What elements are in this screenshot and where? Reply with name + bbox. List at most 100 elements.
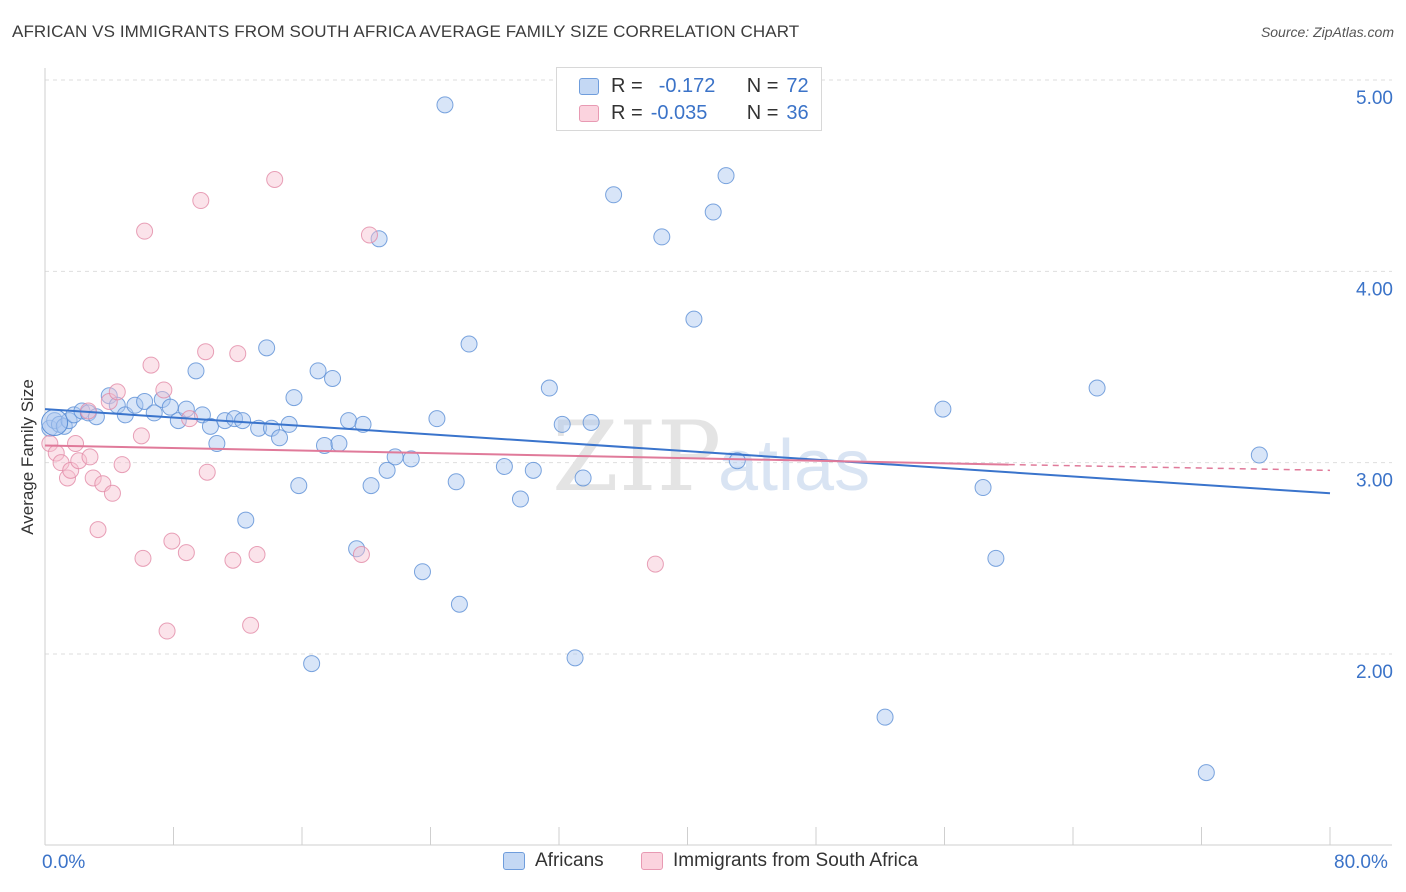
legend-r-value: -0.172 bbox=[658, 74, 716, 97]
point-africans bbox=[136, 392, 154, 410]
point-africans bbox=[208, 435, 226, 453]
point-africans bbox=[566, 649, 584, 667]
point-africans bbox=[653, 228, 671, 246]
point-africans bbox=[974, 479, 992, 497]
point-africans bbox=[303, 655, 321, 673]
point-africans bbox=[436, 96, 454, 114]
legend-swatch-blue bbox=[579, 77, 599, 95]
point-south-africa bbox=[142, 356, 160, 374]
point-africans bbox=[237, 511, 255, 529]
point-africans bbox=[704, 203, 722, 221]
point-africans bbox=[460, 335, 478, 353]
point-africans bbox=[290, 477, 308, 495]
point-south-africa bbox=[89, 521, 107, 539]
point-africans bbox=[187, 362, 205, 380]
point-africans bbox=[413, 563, 431, 581]
point-south-africa bbox=[108, 383, 126, 401]
point-africans bbox=[728, 452, 746, 470]
point-africans bbox=[234, 412, 252, 430]
trendline-south-africa bbox=[44, 444, 1009, 466]
point-south-africa bbox=[192, 192, 210, 210]
point-south-africa bbox=[136, 222, 154, 240]
bottom-legend-label: Immigrants from South Africa bbox=[673, 850, 918, 871]
point-south-africa bbox=[132, 427, 150, 445]
legend-row-africans: R = -0.172 N = 72 bbox=[557, 72, 809, 100]
trendline-africans bbox=[44, 408, 1331, 495]
bottom-legend-swatch-pink bbox=[641, 852, 663, 870]
point-south-africa bbox=[41, 435, 59, 453]
point-africans bbox=[362, 477, 380, 495]
x-axis-min-label: 0.0% bbox=[42, 852, 86, 873]
point-south-africa bbox=[224, 551, 242, 569]
point-south-africa bbox=[198, 463, 216, 481]
point-africans bbox=[540, 379, 558, 397]
point-africans bbox=[553, 415, 571, 433]
point-africans bbox=[717, 167, 735, 185]
point-africans bbox=[605, 186, 623, 204]
point-africans bbox=[876, 708, 894, 726]
point-south-africa bbox=[113, 456, 131, 474]
point-south-africa bbox=[229, 345, 247, 363]
point-africans bbox=[354, 415, 372, 433]
point-africans bbox=[1250, 446, 1268, 464]
y-tick-label: 5.00 bbox=[1356, 88, 1393, 109]
point-africans bbox=[934, 400, 952, 418]
legend-r-label: R = bbox=[611, 101, 643, 124]
point-south-africa bbox=[70, 452, 88, 470]
point-africans bbox=[340, 412, 358, 430]
legend-r-value: -0.035 bbox=[650, 101, 708, 124]
legend-row-south-africa: R = -0.035 N = 36 bbox=[557, 99, 809, 127]
legend-n-value: 72 bbox=[786, 74, 809, 97]
chart-title: AFRICAN VS IMMIGRANTS FROM SOUTH AFRICA … bbox=[12, 22, 800, 41]
point-africans bbox=[285, 389, 303, 407]
legend-n-value: 36 bbox=[786, 101, 809, 124]
y-axis-label: Average Family Size bbox=[18, 379, 37, 535]
point-south-africa bbox=[67, 435, 85, 453]
point-south-africa bbox=[352, 546, 370, 564]
point-cluster bbox=[41, 408, 69, 436]
point-africans bbox=[315, 436, 333, 454]
y-tick-label: 3.00 bbox=[1356, 471, 1393, 492]
point-south-africa bbox=[242, 616, 260, 634]
point-africans bbox=[447, 473, 465, 491]
point-africans bbox=[370, 230, 388, 248]
y-tick-label: 4.00 bbox=[1356, 279, 1393, 300]
point-africans bbox=[582, 413, 600, 431]
y-tick-label: 2.00 bbox=[1356, 662, 1393, 683]
point-africans bbox=[201, 417, 219, 435]
point-africans bbox=[987, 549, 1005, 567]
point-south-africa bbox=[248, 546, 266, 564]
point-south-africa bbox=[197, 343, 215, 361]
point-africans bbox=[402, 450, 420, 468]
legend-n-label: N = bbox=[746, 101, 779, 124]
point-south-africa bbox=[103, 484, 121, 502]
bottom-legend-africans: Africans bbox=[503, 850, 604, 872]
point-south-africa bbox=[155, 381, 173, 399]
point-africans bbox=[428, 410, 446, 428]
point-africans bbox=[450, 595, 468, 613]
bottom-legend-swatch-blue bbox=[503, 852, 525, 870]
point-africans bbox=[524, 461, 542, 479]
legend-swatch-pink bbox=[579, 104, 599, 122]
point-africans bbox=[309, 362, 327, 380]
source-label: Source: ZipAtlas.com bbox=[1260, 24, 1394, 40]
bottom-legend-label: Africans bbox=[535, 850, 604, 871]
bottom-legend-south-africa: Immigrants from South Africa bbox=[641, 850, 918, 872]
point-africans bbox=[348, 540, 366, 558]
point-south-africa bbox=[84, 469, 102, 487]
point-south-africa bbox=[134, 549, 152, 567]
point-africans bbox=[258, 339, 276, 357]
point-africans bbox=[495, 457, 513, 475]
legend-n-label: N = bbox=[746, 74, 779, 97]
point-africans bbox=[324, 369, 342, 387]
point-south-africa bbox=[163, 532, 181, 550]
point-africans bbox=[511, 490, 529, 508]
point-africans bbox=[378, 461, 396, 479]
point-africans bbox=[126, 396, 144, 414]
correlation-legend: R = -0.172 N = 72 R = -0.035 N = 36 bbox=[556, 67, 822, 131]
legend-r-label: R = bbox=[611, 74, 643, 97]
point-africans bbox=[685, 310, 703, 328]
point-south-africa bbox=[266, 170, 284, 188]
point-africans bbox=[1088, 379, 1106, 397]
